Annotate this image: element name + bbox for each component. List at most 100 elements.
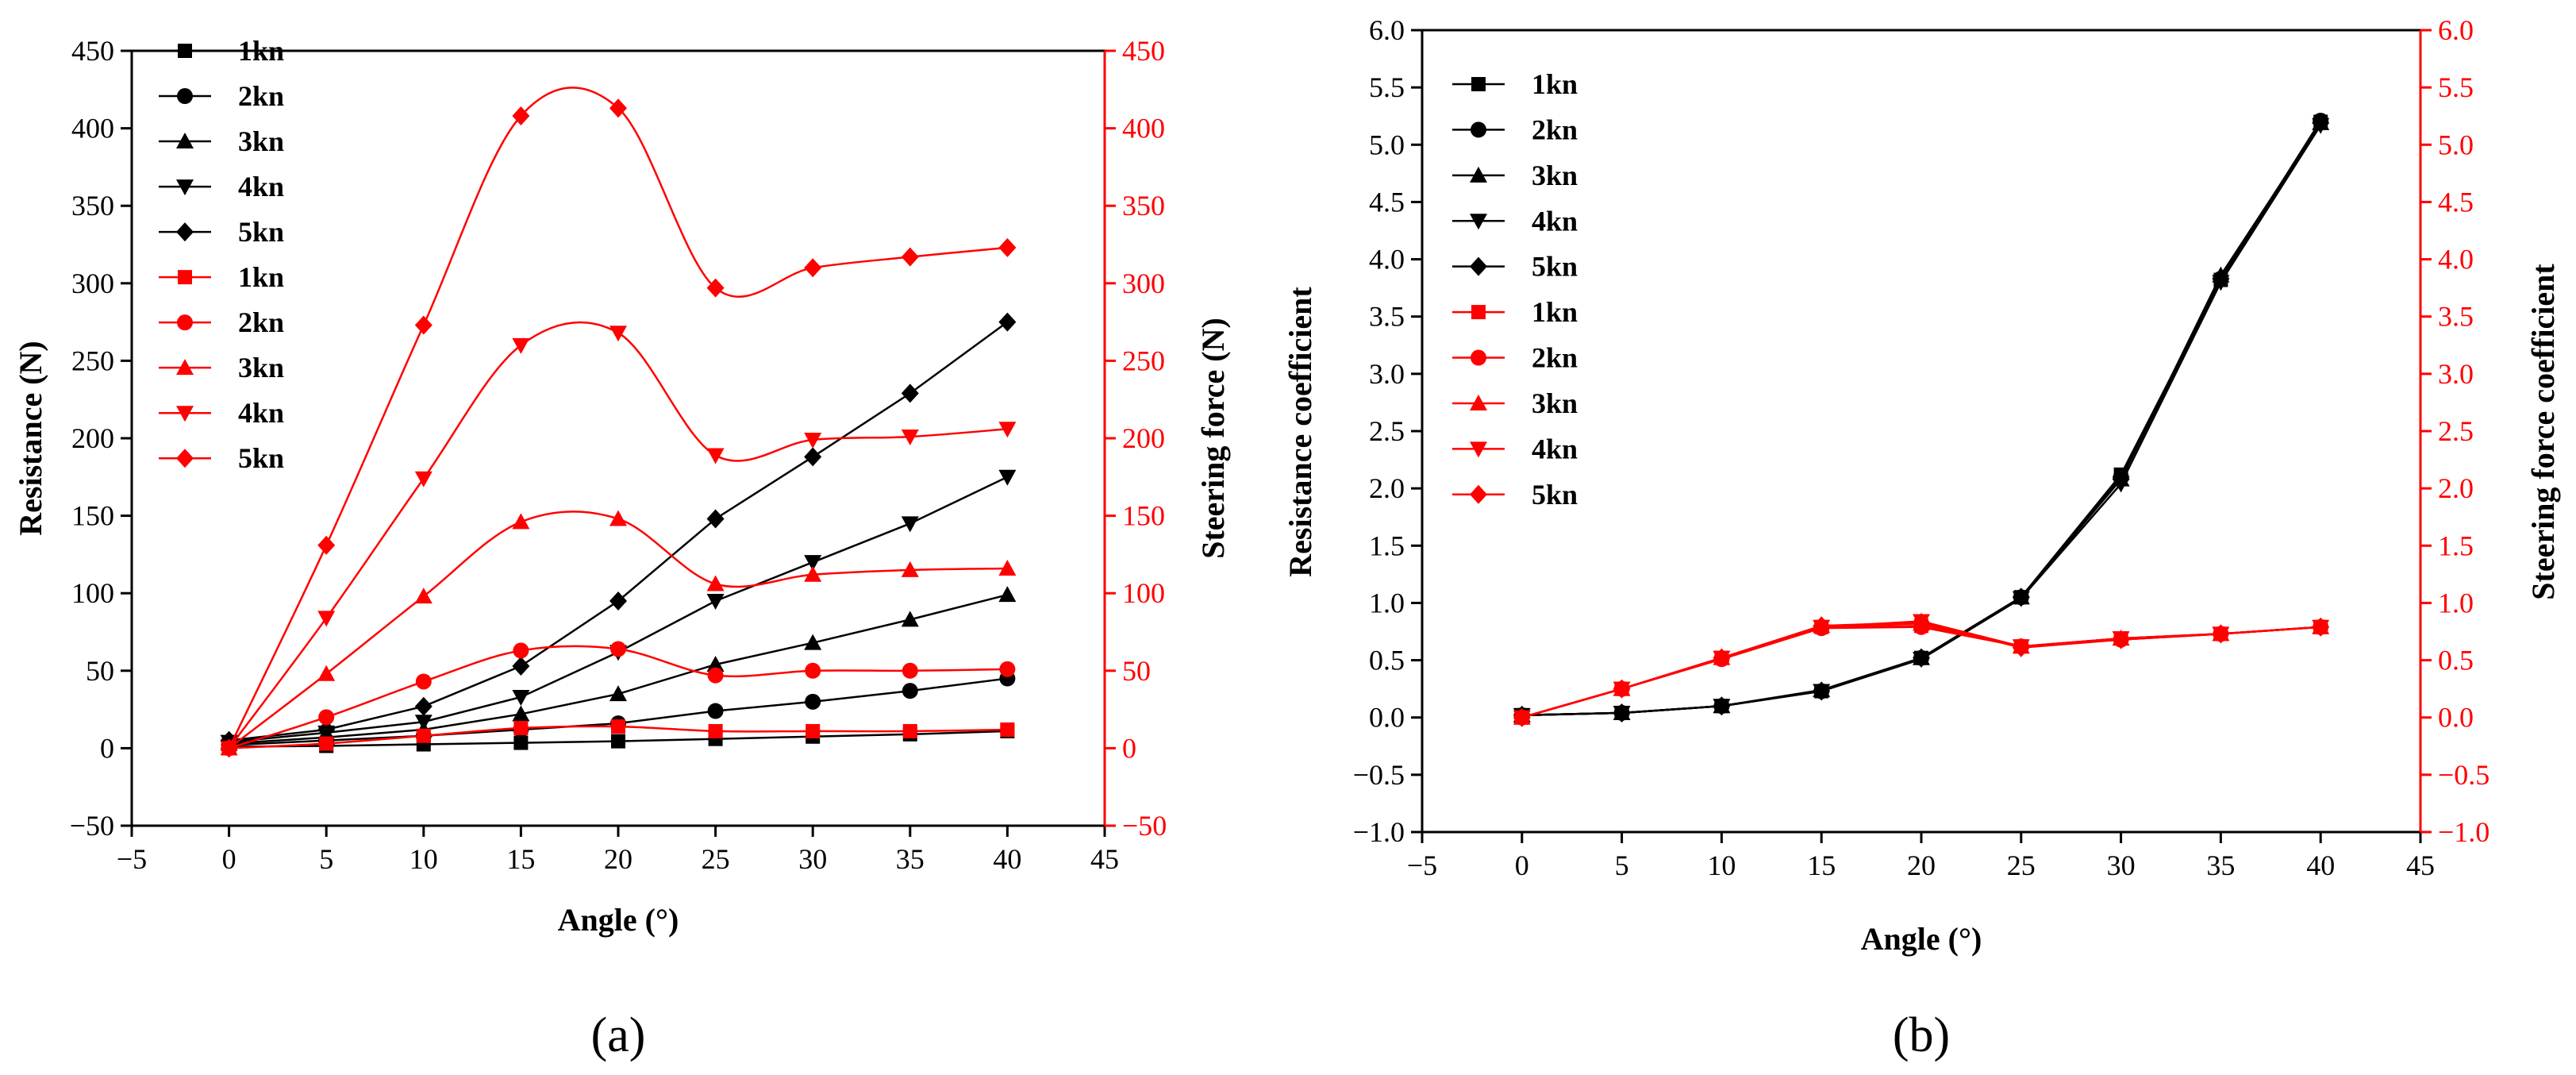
data-point-a-right-5kn [901, 247, 919, 267]
y2-tick-label-b: 1.0 [2438, 587, 2474, 618]
legend-label-b-8: 4kn [1532, 433, 1578, 464]
y-axis-title-b: Resistance coefficient [1282, 287, 1318, 577]
data-point-b-left-5kn [2112, 469, 2130, 489]
x-tick-label-a: 10 [409, 843, 438, 875]
data-point-a-right-5kn [317, 535, 336, 555]
series-a-left-5kn [220, 312, 1017, 750]
y2-tick-label-a: 0 [1122, 732, 1136, 764]
data-point-a-left-4kn [804, 555, 822, 572]
y2-tick-label-a: 150 [1122, 500, 1165, 532]
y-tick-label-b: 4.5 [1369, 186, 1405, 218]
legend-label-a-8: 4kn [238, 397, 284, 429]
series-a-right-5kn [220, 87, 1017, 758]
y-tick-label-a: 400 [71, 113, 114, 144]
data-point-a-right-5kn [804, 258, 822, 278]
legend-marker-b-0 [1471, 77, 1486, 91]
x-tick-label-b: 0 [1515, 850, 1529, 881]
data-point-a-right-3kn [804, 565, 822, 582]
x-tick-label-a: 45 [1090, 843, 1119, 875]
x-tick-label-b: −5 [1407, 850, 1437, 881]
y2-tick-label-a: 200 [1122, 422, 1165, 454]
data-point-b-right-5kn [1713, 648, 1731, 668]
legend-marker-b-1 [1471, 121, 1486, 138]
panel-label-a: (a) [591, 1008, 646, 1062]
legend-item-b-8: 4kn [1452, 433, 1578, 464]
data-point-a-right-4kn [414, 471, 433, 487]
x-tick-label-a: 25 [702, 843, 730, 875]
data-point-a-right-2kn [513, 642, 529, 659]
data-point-a-right-1kn [611, 719, 625, 734]
y-axis-title-a: Resistance (N) [13, 341, 48, 536]
y2-tick-label-b: 1.5 [2438, 530, 2474, 561]
legend-item-b-5: 1kn [1452, 296, 1578, 328]
y-tick-label-a: 300 [71, 268, 114, 299]
legend-marker-a-4 [176, 222, 194, 242]
legend-item-a-8: 4kn [159, 397, 284, 429]
legend-marker-a-9 [176, 449, 194, 468]
legend-marker-b-8 [1470, 441, 1487, 458]
legend-marker-a-3 [176, 179, 194, 196]
y2-tick-label-b: 4.5 [2438, 186, 2474, 218]
y-tick-label-b: 3.5 [1369, 301, 1405, 333]
y-tick-label-a: 250 [71, 345, 114, 376]
data-point-a-left-5kn [317, 719, 336, 739]
data-point-a-right-3kn [901, 561, 919, 577]
legend-item-b-4: 5kn [1452, 251, 1578, 283]
legend-marker-a-6 [177, 314, 193, 331]
y2-tick-label-b: 0.0 [2438, 702, 2474, 734]
y-tick-label-b: 4.0 [1369, 244, 1405, 275]
data-point-a-left-5kn [414, 696, 433, 716]
y2-axis-title-b: Steering force coefficient [2525, 264, 2561, 600]
data-point-a-right-5kn [706, 278, 725, 298]
x-tick-label-b: 25 [2007, 850, 2036, 881]
y-tick-label-b: 2.0 [1369, 472, 1405, 504]
legend-item-a-4: 5kn [159, 216, 284, 248]
y-tick-label-a: 0 [100, 732, 114, 764]
data-point-a-left-5kn [609, 591, 627, 611]
data-point-a-right-5kn [220, 738, 238, 758]
series-a-right-2kn [221, 641, 1016, 757]
data-point-b-right-5kn [2212, 624, 2230, 644]
data-point-a-left-1kn [513, 735, 529, 750]
plot-frame-a [132, 51, 1105, 826]
data-point-a-right-1kn [805, 723, 821, 738]
data-point-b-right-5kn [1813, 616, 1831, 636]
data-point-a-right-5kn [512, 106, 530, 125]
data-point-a-left-2kn [707, 703, 724, 719]
data-point-a-left-3kn [706, 655, 725, 672]
data-point-b-right-5kn [1613, 679, 1631, 699]
data-point-b-left-5kn [2312, 113, 2330, 133]
legend-marker-a-7 [176, 359, 194, 376]
legend-label-a-0: 1kn [238, 35, 284, 67]
data-point-b-right-5kn [1513, 707, 1531, 727]
data-point-a-left-4kn [901, 516, 919, 533]
y2-tick-label-b: 6.0 [2438, 14, 2474, 46]
data-point-a-left-3kn [512, 705, 530, 722]
y2-tick-label-a: 400 [1122, 113, 1165, 144]
legend-item-a-1: 2kn [159, 80, 284, 112]
legend-marker-b-7 [1470, 394, 1487, 410]
legend-label-b-5: 1kn [1532, 296, 1578, 328]
y-tick-label-b: 2.5 [1369, 415, 1405, 447]
data-point-a-left-1kn [611, 734, 625, 749]
data-point-a-left-2kn [902, 683, 918, 699]
data-point-a-right-4kn [901, 430, 919, 446]
data-point-a-right-1kn [902, 723, 917, 738]
x-tick-label-a: 35 [896, 843, 925, 875]
y2-tick-label-b: −0.5 [2438, 759, 2489, 791]
y2-tick-label-a: 300 [1122, 268, 1165, 299]
legend-marker-a-8 [176, 406, 194, 422]
data-point-a-right-1kn [1000, 722, 1015, 737]
legend-item-a-2: 3kn [159, 125, 284, 157]
legend-item-a-6: 2kn [159, 306, 284, 338]
data-point-a-left-4kn [706, 593, 725, 610]
y-tick-label-b: −0.5 [1353, 759, 1405, 791]
data-point-a-right-4kn [317, 611, 336, 627]
data-point-a-left-5kn [998, 312, 1017, 332]
legend-marker-b-4 [1470, 256, 1487, 276]
data-point-a-right-4kn [512, 337, 530, 354]
data-point-b-left-5kn [2212, 269, 2230, 289]
y-tick-label-b: 1.0 [1369, 587, 1405, 618]
data-point-b-left-5kn [2012, 588, 2030, 607]
y2-tick-label-b: 2.5 [2438, 415, 2474, 447]
